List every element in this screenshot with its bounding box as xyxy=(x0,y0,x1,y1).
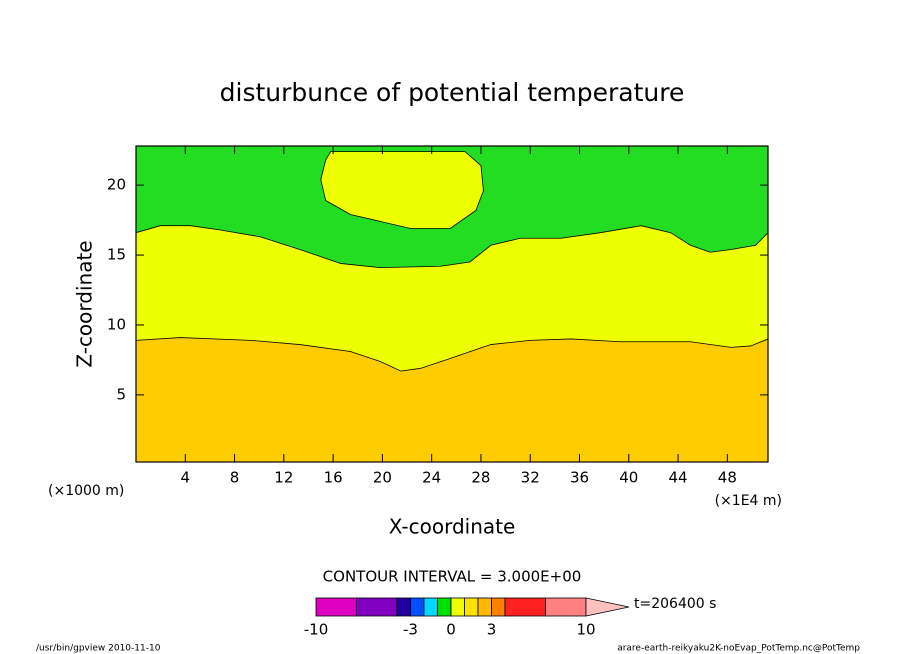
x-tick-label: 8 xyxy=(230,469,240,487)
colorbar-tick-label: -10 xyxy=(304,621,329,639)
colorbar-tick-label: 0 xyxy=(446,621,456,639)
x-tick-label: 48 xyxy=(718,469,737,487)
colorbar-extension xyxy=(585,597,630,617)
x-axis-label: X-coordinate xyxy=(389,515,516,539)
time-label: t=206400 s xyxy=(634,596,716,612)
y-tick-label: 20 xyxy=(107,176,126,194)
x-unit-left: (×1000 m) xyxy=(48,483,124,499)
contour-interval: CONTOUR INTERVAL = 3.000E+00 xyxy=(323,568,582,586)
x-tick-label: 36 xyxy=(570,469,589,487)
y-tick-label: 10 xyxy=(107,315,126,333)
colorbar-segment xyxy=(423,597,438,617)
colorbar-segment xyxy=(315,597,357,617)
colorbar-segment xyxy=(410,597,425,617)
x-tick-label: 12 xyxy=(274,469,293,487)
x-tick-label: 4 xyxy=(181,469,191,487)
x-tick-label: 32 xyxy=(521,469,540,487)
footer-left: /usr/bin/gpview 2010-11-10 xyxy=(36,644,161,654)
x-tick-label: 28 xyxy=(471,469,490,487)
contour-region xyxy=(135,337,769,463)
colorbar-segment xyxy=(477,597,492,617)
colorbar-segment xyxy=(396,597,411,617)
chart-title: disturbunce of potential temperature xyxy=(220,78,685,107)
colorbar-segment xyxy=(504,597,546,617)
colorbar-segment xyxy=(437,597,452,617)
y-tick-label: 15 xyxy=(107,246,126,264)
colorbar-segment xyxy=(545,597,587,617)
x-tick-label: 44 xyxy=(669,469,688,487)
colorbar-segment xyxy=(356,597,398,617)
plot-frame xyxy=(135,145,769,463)
y-axis-label: Z-coordinate xyxy=(73,240,97,367)
footer-right: arare-earth-reikyaku2K-noEvap_PotTemp.nc… xyxy=(617,644,860,654)
x-tick-label: 16 xyxy=(324,469,343,487)
colorbar-tick-label: 3 xyxy=(487,621,497,639)
x-tick-label: 20 xyxy=(373,469,392,487)
x-unit-right: (×1E4 m) xyxy=(715,493,782,509)
colorbar-segment xyxy=(464,597,479,617)
y-tick-label: 5 xyxy=(116,385,126,403)
colorbar-segment xyxy=(450,597,465,617)
x-tick-label: 24 xyxy=(422,469,441,487)
x-tick-label: 40 xyxy=(619,469,638,487)
colorbar-tick-label: 10 xyxy=(576,621,595,639)
contour-region xyxy=(320,151,484,229)
colorbar-tick-label: -3 xyxy=(403,621,418,639)
colorbar-segment xyxy=(491,597,506,617)
